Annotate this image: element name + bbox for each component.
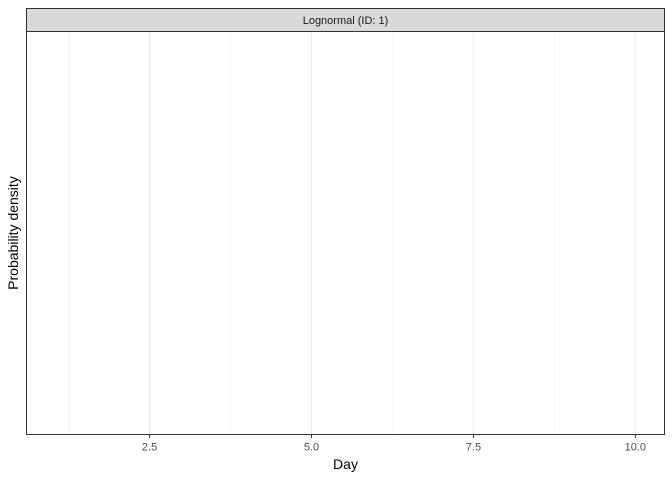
minor-gridlines [68, 31, 555, 435]
facet-strip-label: Lognormal (ID: 1) [303, 15, 389, 27]
plot-panel [26, 31, 665, 435]
y-axis-title: Probability density [5, 176, 21, 290]
x-tick-label: 10.0 [625, 442, 646, 454]
plot-panel-border [26, 31, 665, 435]
major-gridlines [149, 31, 636, 435]
x-axis-ticks: 2.5 5.0 7.5 10.0 [142, 434, 646, 454]
x-tick-label: 7.5 [466, 442, 481, 454]
x-tick-label: 5.0 [304, 442, 319, 454]
x-tick-label: 2.5 [142, 442, 157, 454]
x-axis-title: Day [333, 456, 358, 472]
